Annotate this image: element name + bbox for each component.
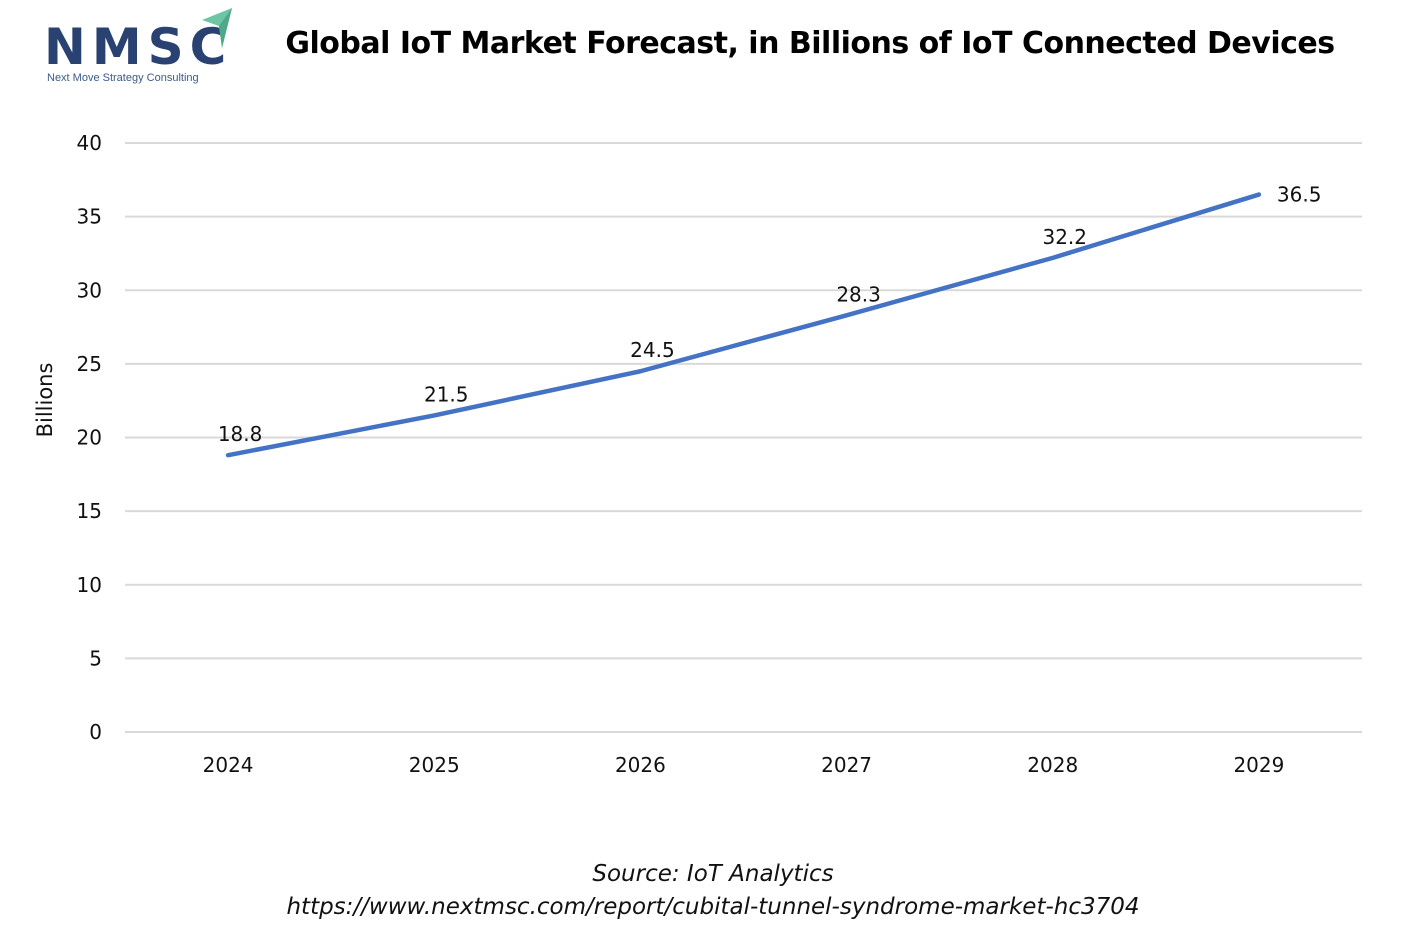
data-labels: 18.8 21.5 24.5 28.3 32.2 36.5 [218,183,1322,447]
y-tick-label: 25 [77,352,102,376]
y-tick-label: 15 [77,499,102,523]
y-tick-label: 10 [77,573,102,597]
data-label: 32.2 [1042,225,1087,249]
y-tick-label: 5 [89,646,102,670]
y-axis-label: Billions [33,363,57,438]
x-tick-label: 2024 [203,753,254,777]
series-line [225,192,1262,458]
source-url: https://www.nextmsc.com/report/cubital-t… [286,894,1140,920]
x-axis-ticks: 2024 2025 2026 2027 2028 2029 [203,753,1285,777]
logo: NMSC Next Move Strategy Consulting [44,8,244,88]
x-tick-label: 2029 [1233,753,1284,777]
paper-plane-icon [202,8,232,48]
logo-tagline: Next Move Strategy Consulting [47,72,199,84]
logo-wordmark: NMSC [44,18,233,76]
y-tick-label: 40 [77,131,102,155]
source-text: Source: IoT Analytics [592,861,834,887]
x-tick-label: 2026 [615,753,666,777]
y-tick-label: 0 [89,720,102,744]
y-axis-ticks: 0 5 10 15 20 25 30 35 40 [77,131,102,744]
y-tick-label: 35 [77,205,102,229]
x-tick-label: 2027 [821,753,872,777]
data-label: 28.3 [836,282,881,306]
y-tick-label: 20 [77,426,102,450]
x-tick-label: 2028 [1027,753,1078,777]
source-note: Source: IoT Analytics https://www.nextms… [0,858,1426,924]
x-tick-label: 2025 [409,753,460,777]
data-label: 21.5 [424,382,469,406]
y-tick-label: 30 [77,278,102,302]
data-label: 18.8 [218,422,263,446]
data-label: 24.5 [630,338,675,362]
chart-title: Global IoT Market Forecast, in Billions … [285,26,1335,61]
data-label: 36.5 [1277,183,1322,207]
series-lines [225,192,1262,458]
